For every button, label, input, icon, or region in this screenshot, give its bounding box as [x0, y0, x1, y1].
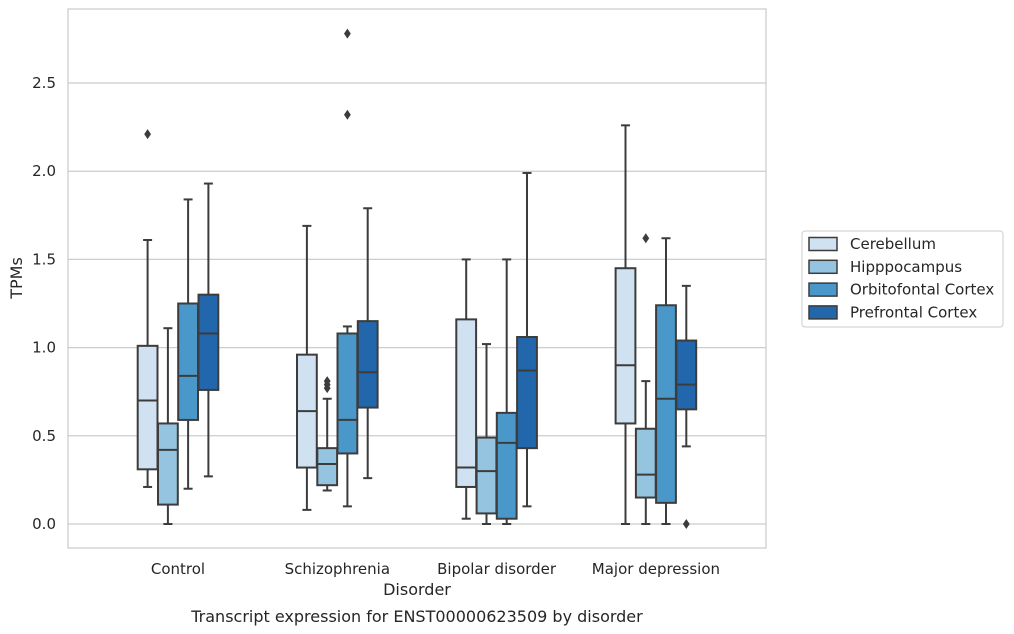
box-2-2	[495, 258, 518, 525]
box-3-3	[675, 284, 698, 529]
box-body	[516, 336, 538, 450]
box-body	[177, 302, 199, 421]
x-axis-label: Disorder	[383, 580, 451, 599]
legend-swatch	[808, 282, 838, 297]
chart-caption: Transcript expression for ENST0000062350…	[190, 607, 643, 626]
box-body	[197, 293, 220, 391]
box-body	[614, 267, 637, 425]
box-body	[356, 320, 379, 409]
legend-frame	[801, 230, 1004, 328]
y-axis-label: TPMs	[7, 257, 26, 300]
x-tick-label: Major depression	[592, 560, 720, 578]
y-tick-label: 1.0	[32, 339, 56, 357]
box-body	[316, 447, 339, 487]
legend-swatch	[808, 236, 838, 252]
box-3-0	[197, 182, 220, 478]
box-body	[475, 436, 498, 515]
legend-swatch	[808, 259, 838, 275]
outlier-point	[682, 519, 690, 529]
y-tick-label: 0.5	[32, 427, 56, 445]
box-body	[136, 344, 159, 471]
box-0-0	[136, 129, 159, 488]
box-0-1	[296, 224, 318, 511]
box-3-1	[356, 207, 379, 480]
box-body	[634, 427, 657, 499]
outlier-point	[323, 376, 331, 387]
box-body	[495, 411, 518, 520]
legend-swatch	[808, 305, 838, 320]
legend-label: Orbitofontal Cortex	[850, 281, 994, 299]
box-2-0	[177, 198, 199, 490]
outlier-point	[344, 28, 351, 39]
outlier-point	[642, 233, 650, 244]
y-tick-label: 2.5	[32, 74, 56, 92]
legend-label: Hipppocampus	[850, 258, 962, 276]
box-series	[136, 28, 698, 529]
box-3-2	[516, 171, 538, 508]
outlier-point	[144, 129, 151, 140]
box-1-1	[316, 376, 339, 492]
box-body	[655, 304, 677, 504]
box-body	[157, 422, 179, 506]
box-body	[455, 318, 478, 488]
box-body	[675, 339, 698, 411]
box-2-3	[655, 237, 677, 525]
y-tick-label: 1.5	[32, 250, 56, 268]
x-tick-label: Control	[151, 560, 205, 578]
y-tick-labels: 0.0 0.5 1.0 1.5 2.0 2.5	[32, 74, 56, 533]
y-tick-label: 2.0	[32, 162, 56, 180]
box-0-3	[614, 124, 637, 525]
plot-frame	[67, 8, 767, 549]
legend: Cerebellum Hipppocampus Orbitofontal Corte…	[801, 230, 1004, 328]
outlier-point	[344, 109, 351, 120]
legend-label: Cerebellum	[850, 235, 936, 253]
box-0-2	[455, 258, 478, 520]
x-tick-label: Schizophrenia	[285, 560, 390, 578]
box-1-0	[157, 327, 179, 525]
box-body	[336, 332, 359, 455]
legend-label: Prefrontal Cortex	[850, 303, 977, 321]
y-tick-label: 0.0	[32, 515, 56, 533]
x-tick-labels: Control Schizophrenia Bipolar disorder Majo…	[151, 560, 720, 578]
x-tick-label: Bipolar disorder	[437, 560, 557, 578]
